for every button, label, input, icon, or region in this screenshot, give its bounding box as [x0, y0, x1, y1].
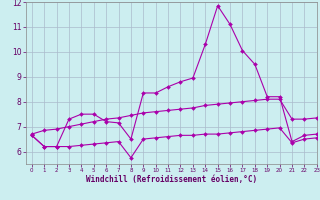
X-axis label: Windchill (Refroidissement éolien,°C): Windchill (Refroidissement éolien,°C) [86, 175, 257, 184]
